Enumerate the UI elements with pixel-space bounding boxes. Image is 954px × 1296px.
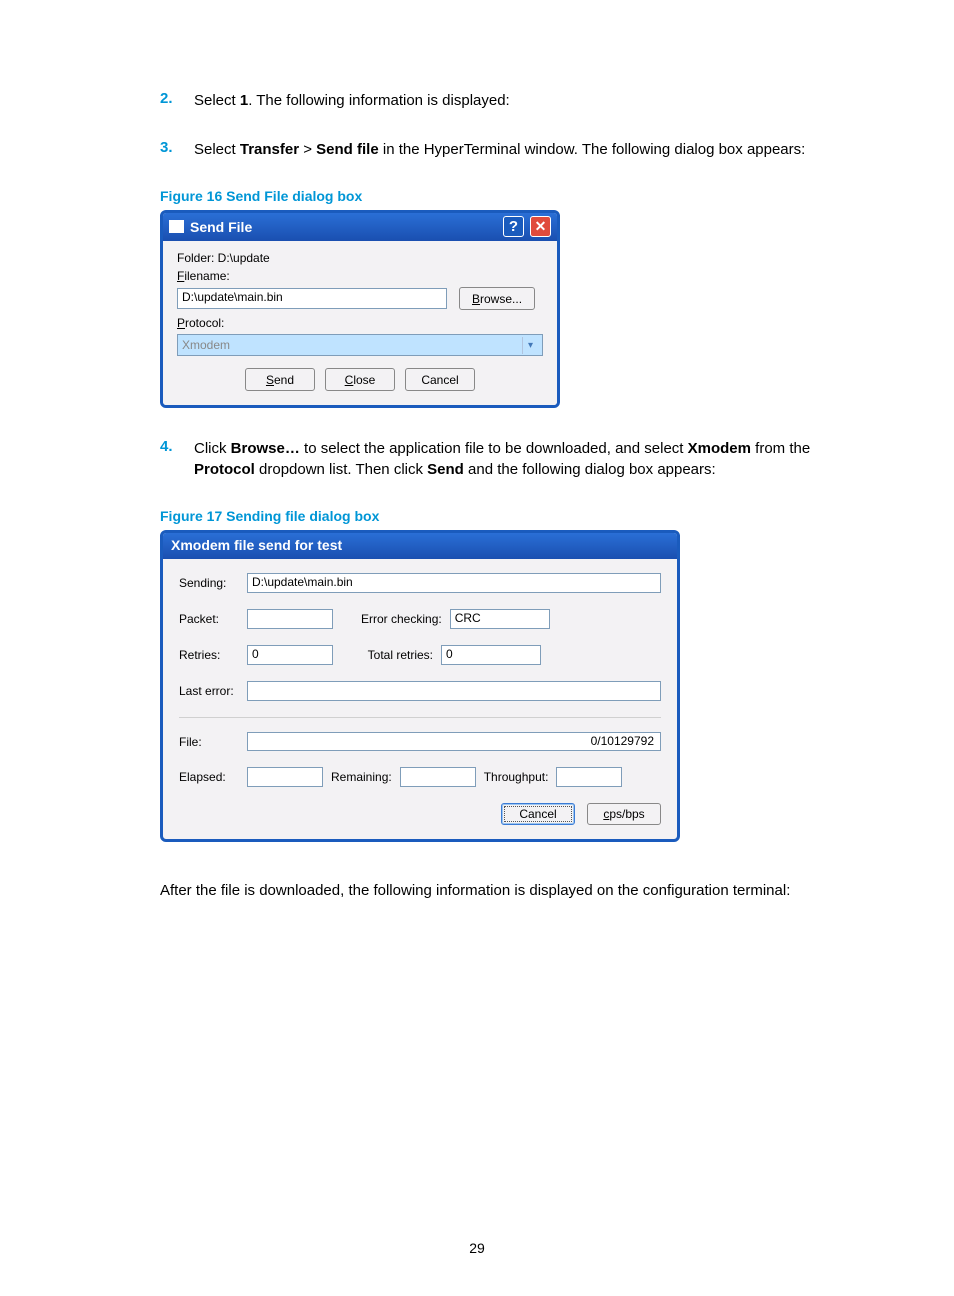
bold-text: Transfer bbox=[240, 141, 299, 158]
close-button[interactable]: Close bbox=[325, 368, 395, 391]
step-2: 2. Select 1. The following information i… bbox=[160, 90, 854, 111]
accel-letter: B bbox=[472, 292, 480, 306]
divider bbox=[179, 717, 661, 718]
send-file-dialog: Send File ? ✕ Folder: D:\update Filename… bbox=[160, 210, 560, 408]
bold-text: Send file bbox=[316, 141, 379, 158]
figure-caption: Figure 16 Send File dialog box bbox=[160, 188, 854, 204]
label-rest: rotocol: bbox=[185, 316, 224, 330]
label-rest: ilename: bbox=[184, 269, 229, 283]
text: to select the application file to be dow… bbox=[300, 440, 688, 457]
cps-bps-button[interactable]: cps/bps bbox=[587, 803, 661, 825]
elapsed-label: Elapsed: bbox=[179, 770, 239, 784]
page-number: 29 bbox=[0, 1240, 954, 1256]
dialog-title: Xmodem file send for test bbox=[163, 533, 677, 559]
file-label: File: bbox=[179, 735, 239, 749]
sending-row: Sending: D:\update\main.bin bbox=[179, 573, 661, 593]
elapsed-row: Elapsed: Remaining: Throughput: bbox=[179, 767, 661, 787]
label-rest: end bbox=[274, 373, 294, 387]
document-page: 2. Select 1. The following information i… bbox=[0, 0, 954, 1296]
close-button[interactable]: ✕ bbox=[530, 216, 551, 237]
packet-label: Packet: bbox=[179, 612, 239, 626]
browse-button[interactable]: Browse... bbox=[459, 287, 535, 310]
accel-letter: S bbox=[266, 373, 274, 387]
label-rest: lose bbox=[353, 373, 375, 387]
cancel-button[interactable]: Cancel bbox=[405, 368, 475, 391]
text: dropdown list. Then click bbox=[255, 461, 427, 478]
file-progress-text: 0/10129792 bbox=[591, 734, 654, 748]
last-error-row: Last error: bbox=[179, 681, 661, 701]
filename-row: D:\update\main.bin Browse... bbox=[177, 287, 543, 310]
accel-letter: P bbox=[177, 316, 185, 330]
cancel-button[interactable]: Cancel bbox=[501, 803, 575, 825]
step-body: Select Transfer > Send file in the Hyper… bbox=[194, 139, 805, 160]
bold-text: Xmodem bbox=[688, 440, 751, 457]
total-retries-value: 0 bbox=[441, 645, 541, 665]
last-error-label: Last error: bbox=[179, 684, 239, 698]
protocol-value: Xmodem bbox=[182, 338, 230, 352]
throughput-label: Throughput: bbox=[484, 770, 549, 784]
error-checking-label: Error checking: bbox=[361, 612, 442, 626]
step-list: 2. Select 1. The following information i… bbox=[160, 90, 854, 160]
dialog-titlebar: Send File ? ✕ bbox=[163, 213, 557, 241]
protocol-label: Protocol: bbox=[177, 316, 543, 330]
step-4: 4. Click Browse… to select the applicati… bbox=[160, 438, 854, 480]
filename-label: Filename: bbox=[177, 269, 543, 283]
packet-value bbox=[247, 609, 333, 629]
bold-text: 1 bbox=[240, 92, 248, 109]
dialog-body: Folder: D:\update Filename: D:\update\ma… bbox=[163, 241, 557, 405]
bold-text: Send bbox=[427, 461, 464, 478]
dialog-title: Send File bbox=[190, 219, 252, 235]
text: Click bbox=[194, 440, 231, 457]
label-rest: ps/bps bbox=[609, 807, 644, 821]
file-row: File: 0/10129792 bbox=[179, 732, 661, 751]
label-rest: rowse... bbox=[480, 292, 522, 306]
error-checking-value: CRC bbox=[450, 609, 550, 629]
filename-input[interactable]: D:\update\main.bin bbox=[177, 288, 447, 309]
after-text: After the file is downloaded, the follow… bbox=[160, 882, 854, 899]
text: in the HyperTerminal window. The followi… bbox=[379, 141, 806, 158]
step-body: Select 1. The following information is d… bbox=[194, 90, 510, 111]
dialog-buttons: Send Close Cancel bbox=[177, 368, 543, 391]
bold-text: Browse… bbox=[231, 440, 300, 457]
step-3: 3. Select Transfer > Send file in the Hy… bbox=[160, 139, 854, 160]
retries-value: 0 bbox=[247, 645, 333, 665]
step-list-cont: 4. Click Browse… to select the applicati… bbox=[160, 438, 854, 480]
retries-row: Retries: 0 Total retries: 0 bbox=[179, 645, 661, 665]
total-retries-label: Total retries: bbox=[361, 648, 433, 662]
chevron-down-icon: ▾ bbox=[522, 337, 538, 354]
figure-caption: Figure 17 Sending file dialog box bbox=[160, 508, 854, 524]
text: and the following dialog box appears: bbox=[464, 461, 716, 478]
text: from the bbox=[751, 440, 810, 457]
remaining-label: Remaining: bbox=[331, 770, 392, 784]
xmodem-send-dialog: Xmodem file send for test Sending: D:\up… bbox=[160, 530, 680, 842]
step-number: 4. bbox=[160, 438, 194, 480]
dialog-buttons: Cancel cps/bps bbox=[179, 803, 661, 825]
sending-label: Sending: bbox=[179, 576, 239, 590]
retries-label: Retries: bbox=[179, 648, 239, 662]
bold-text: Protocol bbox=[194, 461, 255, 478]
app-icon bbox=[169, 220, 184, 233]
throughput-value bbox=[556, 767, 622, 787]
help-button[interactable]: ? bbox=[503, 216, 524, 237]
text: Select bbox=[194, 92, 240, 109]
packet-row: Packet: Error checking: CRC bbox=[179, 609, 661, 629]
step-number: 3. bbox=[160, 139, 194, 160]
text: . The following information is displayed… bbox=[248, 92, 510, 109]
protocol-select[interactable]: Xmodem ▾ bbox=[177, 334, 543, 356]
last-error-value bbox=[247, 681, 661, 701]
file-progress-bar: 0/10129792 bbox=[247, 732, 661, 751]
accel-letter: C bbox=[345, 373, 354, 387]
step-body: Click Browse… to select the application … bbox=[194, 438, 854, 480]
dialog-body: Sending: D:\update\main.bin Packet: Erro… bbox=[163, 559, 677, 839]
sending-value: D:\update\main.bin bbox=[247, 573, 661, 593]
elapsed-value bbox=[247, 767, 323, 787]
text: > bbox=[299, 141, 316, 158]
step-number: 2. bbox=[160, 90, 194, 111]
protocol-row: Xmodem ▾ bbox=[177, 334, 543, 356]
folder-label: Folder: D:\update bbox=[177, 251, 543, 265]
remaining-value bbox=[400, 767, 476, 787]
send-button[interactable]: Send bbox=[245, 368, 315, 391]
text: Select bbox=[194, 141, 240, 158]
